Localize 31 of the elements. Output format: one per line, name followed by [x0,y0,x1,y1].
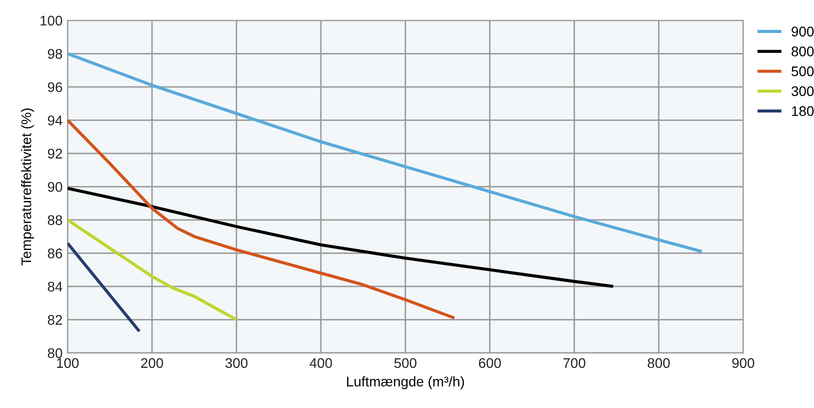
x-axis-title: Luftmængde (m³/h) [347,376,464,390]
y-tick-label: 84 [48,282,62,292]
y-tick-label: 90 [48,182,62,192]
y-tick-label: 98 [48,48,62,59]
legend-label: 300 [792,86,814,96]
x-tick-label: 200 [141,358,164,368]
legend-label: 900 [792,26,814,36]
x-tick-label: 500 [394,358,416,368]
x-tick-label: 800 [648,358,670,368]
y-tick-label: 96 [48,82,62,92]
y-axis-title: Temperatureffektivitet (%) [21,108,34,266]
line-series [68,218,238,322]
legend-label: 800 [792,46,814,56]
legend-label: 500 [792,66,814,76]
x-tick-label: 300 [225,358,248,368]
x-tick-label: 400 [310,358,332,368]
y-tick-label: 86 [48,248,62,258]
line-series [68,118,456,320]
x-tick-label: 900 [732,358,754,368]
y-tick-label: 94 [48,115,62,126]
legend-label: 180 [792,106,814,116]
x-tick-label: 600 [478,358,501,368]
y-tick-label: 82 [48,315,62,325]
y-tick-label: 88 [48,215,62,226]
y-tick-label: 80 [48,348,62,358]
y-tick-label: 92 [48,148,62,159]
line-series [68,52,704,254]
line-series [68,186,615,288]
y-tick-label: 100 [40,16,62,26]
x-tick-label: 700 [563,358,586,368]
x-tick-label: 100 [57,358,79,368]
